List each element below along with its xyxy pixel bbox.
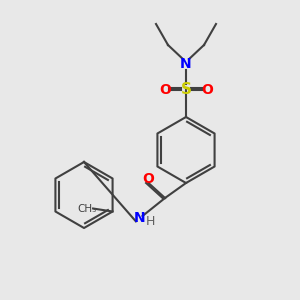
Text: H: H [145,215,155,228]
Text: O: O [142,172,154,186]
Text: O: O [201,83,213,97]
Text: O: O [159,83,171,97]
Text: S: S [181,82,191,98]
Text: CH₃: CH₃ [77,203,97,214]
Text: N: N [134,211,145,224]
Text: N: N [180,58,192,71]
